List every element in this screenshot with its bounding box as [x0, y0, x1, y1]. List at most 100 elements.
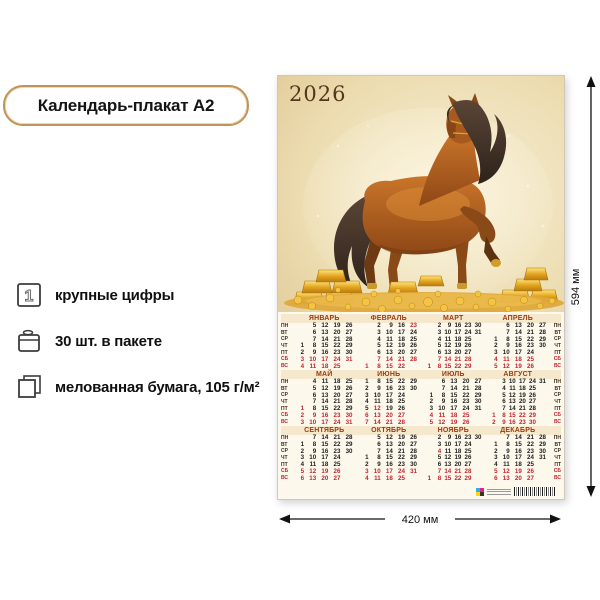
day-cell: 4 — [437, 447, 442, 455]
day-cell: 30 — [474, 398, 482, 406]
month-12: ДЕКАБРЬ 7 14 21 28 1 8 15 22 29 2 9 16 23 30 3 10 17 24 31 4… — [486, 426, 551, 482]
weekday-label: ПТ — [281, 461, 288, 468]
day-cell: 8 — [377, 362, 381, 370]
day-cell: 18 — [450, 411, 458, 419]
day-cell: 20 — [398, 349, 405, 357]
day-cell: 29 — [345, 342, 353, 350]
day-cell: 9 — [441, 398, 446, 406]
day-cell: 15 — [321, 440, 329, 448]
month-week-row: 1 8 15 22 29 — [294, 343, 355, 350]
day-cell: 8 — [502, 411, 506, 419]
day-cell: 17 — [454, 328, 462, 336]
day-cell: 13 — [385, 349, 393, 357]
day-cell: 17 — [385, 467, 393, 475]
day-cell: 29 — [529, 411, 536, 419]
day-cell: 5 — [437, 342, 442, 350]
day-cell: 31 — [345, 418, 353, 426]
month-8: АВГУСТ 3 10 17 24 31 4 11 18 25 5 12 19 26 6 13 20 27 7 14 2… — [486, 370, 551, 426]
poster-footer — [476, 487, 556, 496]
month-name: АВГУСТ — [503, 371, 533, 378]
weekday-label: ПН — [553, 378, 561, 385]
month-week-row: 7 14 21 28 — [488, 329, 549, 337]
day-cell: 18 — [398, 335, 405, 343]
day-cell: 11 — [386, 335, 393, 343]
month-week-row: 6 13 20 27 — [359, 440, 420, 449]
day-cell: 20 — [333, 328, 341, 336]
day-cell: 13 — [309, 474, 317, 482]
day-cell: 4 — [300, 461, 305, 469]
month-week-row: 5 12 19 26 — [423, 419, 484, 426]
day-cell: 24 — [527, 454, 534, 462]
day-cell: 10 — [508, 378, 516, 386]
day-cell: 2 — [300, 411, 305, 419]
day-cell: 17 — [385, 391, 393, 399]
day-cell: 17 — [450, 405, 458, 413]
day-cell: 14 — [514, 434, 522, 442]
day-cell: 2 — [494, 447, 498, 455]
day-cell: 3 — [437, 328, 442, 336]
day-cell: 6 — [494, 474, 498, 482]
month-week-row: 7 14 21 28 — [488, 405, 549, 413]
weekday-label: СБ — [553, 356, 561, 363]
weekday-label: ВС — [553, 475, 561, 482]
day-cell: 25 — [464, 447, 472, 455]
horse-body — [362, 176, 486, 255]
day-cell: 12 — [444, 342, 452, 350]
day-cell: 29 — [410, 454, 417, 462]
day-cell: 23 — [333, 447, 341, 455]
day-cell: 28 — [410, 355, 417, 363]
day-cell: 20 — [454, 461, 462, 469]
month-week-row: 4 11 18 25 — [423, 411, 484, 420]
month-week-row: 3 10 17 24 31 — [423, 405, 484, 413]
day-cell: 29 — [474, 391, 482, 399]
day-cell: 9 — [312, 349, 317, 357]
month-week-row: 3 10 17 24 — [488, 349, 549, 357]
day-cell: 2 — [437, 434, 442, 442]
day-cell: 30 — [345, 411, 353, 419]
day-cell: 20 — [527, 322, 534, 330]
day-cell: 13 — [385, 440, 393, 448]
month-10: ОКТЯБРЬ 5 12 19 26 6 13 20 27 7 14 21 28 1 8 15 22 29 2 9 16… — [357, 426, 422, 482]
weekday-label: ВС — [281, 419, 289, 426]
day-cell: 14 — [321, 434, 329, 442]
day-cell: 11 — [503, 355, 510, 363]
day-cell: 27 — [410, 440, 417, 448]
day-cell: 26 — [410, 434, 417, 442]
day-cell: 18 — [385, 398, 393, 406]
weekday-label: ПТ — [554, 349, 561, 356]
day-cell: 7 — [377, 355, 381, 363]
day-cell: 4 — [494, 355, 498, 363]
day-cell: 21 — [333, 398, 341, 406]
day-cell: 9 — [506, 447, 510, 455]
month-week-row: 5 12 19 26 — [423, 343, 484, 350]
day-cell: 6 — [502, 398, 506, 406]
day-cell: 26 — [527, 362, 534, 370]
day-cell: 10 — [444, 440, 452, 448]
day-cell: 13 — [508, 398, 516, 406]
day-cell: 6 — [437, 461, 442, 469]
day-cell: 12 — [508, 391, 516, 399]
weekday-label: СР — [281, 448, 288, 455]
day-cell: 16 — [321, 411, 329, 419]
month-week-row: 1 8 15 22 29 — [423, 363, 484, 370]
day-cell: 20 — [462, 378, 470, 386]
day-cell: 14 — [385, 447, 393, 455]
day-cell: 12 — [385, 434, 393, 442]
day-cell: 31 — [345, 355, 353, 363]
arrow-left-icon — [279, 514, 290, 524]
day-cell: 24 — [398, 391, 405, 399]
day-cell: 4 — [312, 378, 317, 386]
day-cell: 9 — [312, 411, 317, 419]
day-cell: 28 — [539, 434, 546, 442]
day-cell: 8 — [377, 454, 381, 462]
day-cell: 26 — [529, 391, 536, 399]
day-cell: 2 — [429, 398, 434, 406]
day-cell: 13 — [450, 378, 458, 386]
day-cell: 15 — [321, 342, 329, 350]
weekday-label: ЧТ — [281, 399, 288, 406]
day-cell: 13 — [502, 474, 510, 482]
day-cell: 14 — [444, 467, 452, 475]
day-cell: 23 — [462, 398, 470, 406]
day-cell: 22 — [333, 440, 341, 448]
month-week-row: 3 10 17 24 31 — [423, 328, 484, 337]
